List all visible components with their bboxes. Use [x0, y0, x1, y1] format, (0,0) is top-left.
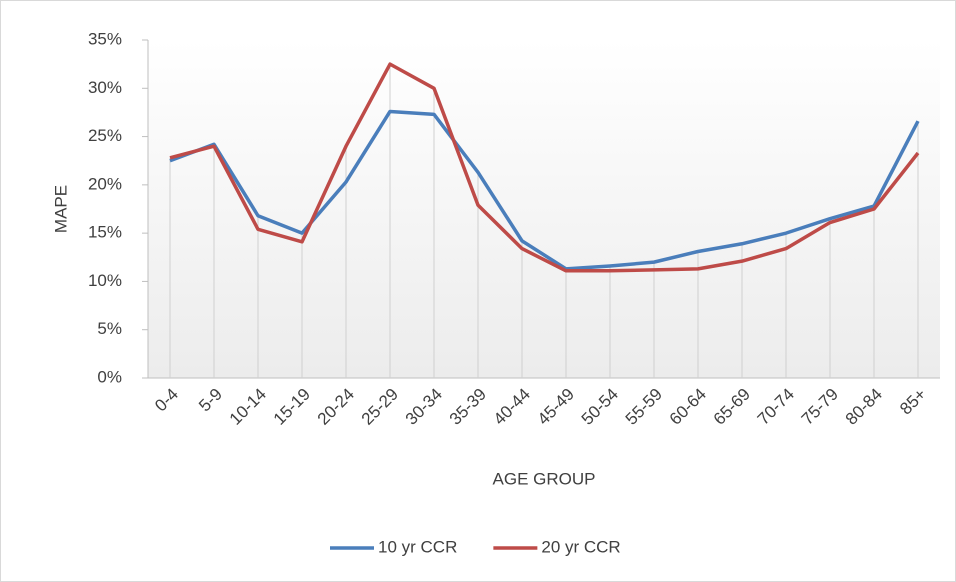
x-axis-title: AGE GROUP — [493, 469, 596, 488]
y-tick-label: 20% — [88, 174, 122, 193]
series-line — [169, 62, 920, 273]
legend-label: 10 yr CCR — [378, 537, 457, 556]
legend-label: 20 yr CCR — [541, 537, 620, 556]
y-tick-label: 0% — [97, 367, 122, 386]
plot-area — [148, 40, 940, 378]
y-tick-label: 35% — [88, 29, 122, 48]
y-tick-label: 15% — [88, 223, 122, 242]
y-axis-title: MAPE — [51, 185, 70, 233]
y-tick-label: 25% — [88, 126, 122, 145]
series-line — [169, 109, 920, 271]
y-tick-label: 10% — [88, 271, 122, 290]
y-tick-label: 5% — [97, 319, 122, 338]
y-tick-label: 30% — [88, 78, 122, 97]
